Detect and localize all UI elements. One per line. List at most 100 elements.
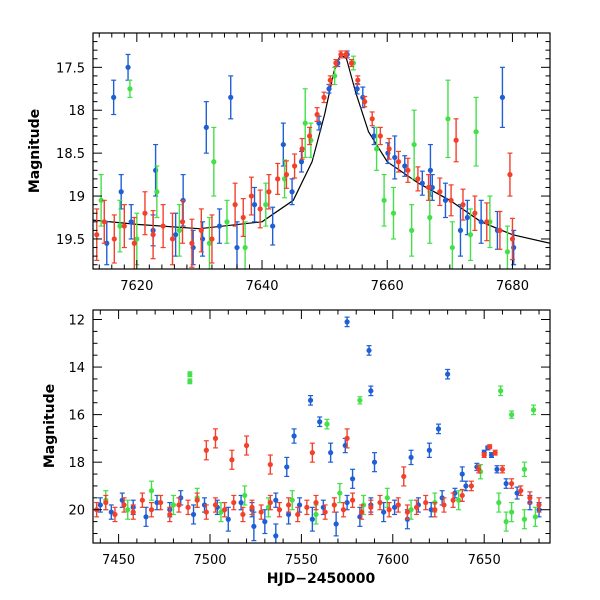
bottom-red-data-point <box>518 485 524 497</box>
bottom-red-data-point <box>386 501 392 518</box>
bottom-blue-data-point <box>459 466 465 482</box>
bottom-red-data-point <box>229 449 235 470</box>
top-blue-data-point <box>478 199 484 244</box>
bottom-x-tick-label: 7600 <box>376 553 409 568</box>
bottom-red-data-point <box>212 497 219 513</box>
bottom-green-data-point <box>408 499 414 520</box>
bottom-red-data-point <box>468 480 474 492</box>
top-green-data-point <box>373 126 380 171</box>
bottom-red-data-point <box>476 465 482 474</box>
bottom-red-data-point <box>536 497 542 513</box>
bottom-blue-data-point <box>251 511 257 542</box>
top-x-tick-label: 7640 <box>245 279 278 294</box>
bottom-axis-ticks <box>93 310 550 543</box>
top-red-data-point <box>509 217 516 261</box>
bottom-blue-data-point <box>381 501 387 523</box>
bottom-blue-data-point <box>445 368 451 380</box>
top-red-data-point <box>142 191 148 236</box>
bottom-green-data-point <box>532 506 538 527</box>
top-green-data-point <box>467 208 474 262</box>
top-blue-data-point <box>216 208 223 244</box>
bottom-tick-labels: 7450 7500 7550 7600 7650 12 14 16 18 20 <box>68 314 500 568</box>
top-red-data-point <box>448 184 454 217</box>
top-red-data-point <box>460 188 466 221</box>
bottom-red-data-point <box>377 494 383 511</box>
bottom-x-tick-label: 7450 <box>102 553 135 568</box>
top-red-data-point <box>169 212 176 266</box>
bottom-green-data-point <box>337 482 343 504</box>
bottom-red-data-point <box>121 497 127 513</box>
bottom-blue-data-point <box>426 442 432 459</box>
bottom-y-tick-label: 20 <box>68 504 85 519</box>
top-red-data-point <box>299 137 305 160</box>
bottom-blue-data-point <box>262 509 268 535</box>
bottom-red-data-point <box>395 497 401 513</box>
top-green-data-point <box>381 174 387 227</box>
top-blue-data-point <box>228 75 234 120</box>
top-red-data-point <box>111 214 117 264</box>
bottom-red-data-point <box>349 492 356 508</box>
bottom-red-data-point <box>258 504 264 520</box>
top-red-data-point <box>507 152 513 197</box>
bottom-red-data-point <box>309 442 315 463</box>
top-blue-data-point <box>111 79 117 116</box>
top-red-data-point <box>405 157 411 183</box>
bottom-red-data-point <box>340 501 347 518</box>
top-red-data-point <box>321 91 327 104</box>
top-red-data-point <box>343 50 349 59</box>
bottom-blue-data-point <box>344 494 350 511</box>
top-blue-data-point <box>251 186 258 223</box>
bottom-blue-data-point <box>408 449 414 466</box>
top-red-data-point <box>395 150 402 173</box>
bottom-red-data-point <box>481 452 487 459</box>
bottom-red-data-point <box>441 497 447 513</box>
top-green-data-point <box>117 199 123 253</box>
top-green-data-point <box>242 221 248 269</box>
bottom-blue-data-point <box>291 428 297 444</box>
bottom-red-data-point <box>194 492 200 508</box>
top-red-data-point <box>179 199 186 244</box>
top-blue-data-point <box>173 212 179 257</box>
bottom-blue-data-point <box>225 506 231 532</box>
bottom-red-data-point <box>112 506 118 523</box>
top-y-tick-label: 18.5 <box>56 147 85 162</box>
top-red-data-point <box>101 199 107 244</box>
top-red-data-point <box>121 204 127 249</box>
bottom-blue-data-point <box>143 506 149 527</box>
bottom-green-data-point <box>289 490 295 511</box>
bottom-red-data-point <box>285 497 292 513</box>
top-green-data-point <box>302 88 308 159</box>
bottom-x-tick-label: 7550 <box>285 553 318 568</box>
bottom-red-data-point <box>368 499 374 516</box>
top-x-tick-label: 7660 <box>371 279 404 294</box>
bottom-blue-data-point <box>284 456 290 478</box>
top-green-data-point <box>390 186 397 240</box>
bottom-green-data-point <box>509 501 515 523</box>
bottom-red-data-point <box>130 504 136 520</box>
top-green-data-point <box>473 96 479 167</box>
bottom-green-data-point <box>503 511 509 532</box>
top-green-data-point <box>98 174 104 227</box>
top-blue-data-point <box>280 122 286 167</box>
top-red-data-point <box>160 204 166 249</box>
bottom-green-data-point <box>242 485 248 506</box>
top-y-axis-label: Magnitude <box>27 109 43 193</box>
bottom-x-axis-label: HJD−2450000 <box>267 571 376 587</box>
bottom-red-data-point <box>322 504 328 520</box>
bottom-red-data-point <box>313 494 319 511</box>
top-y-tick-label: 18 <box>68 104 85 119</box>
model-curve-layer <box>93 53 550 244</box>
top-green-data-point <box>445 79 451 159</box>
top-axis-ticks <box>93 32 551 269</box>
bottom-x-tick-label: 7650 <box>468 553 501 568</box>
top-red-data-point <box>307 126 313 146</box>
top-red-data-point <box>327 75 333 86</box>
top-red-data-point <box>377 126 383 146</box>
top-x-tick-label: 7620 <box>120 279 153 294</box>
bottom-green-data-point <box>521 461 528 478</box>
top-green-data-point <box>409 204 415 257</box>
bottom-blue-data-point <box>463 480 469 492</box>
bottom-red-data-point <box>276 501 283 518</box>
bottom-red-data-point <box>148 501 155 518</box>
